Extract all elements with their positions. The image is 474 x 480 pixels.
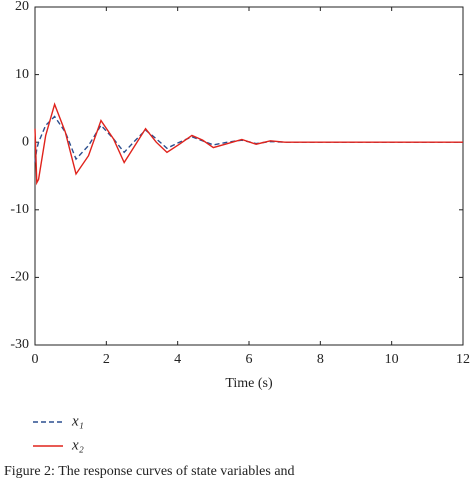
x-axis-label: Time (s) (225, 376, 273, 391)
x-tick-label: 8 (317, 352, 324, 367)
x-tick-label: 4 (174, 352, 181, 367)
caption: Figure 2: The response curves of state v… (4, 464, 295, 479)
y-tick-label: 10 (15, 67, 29, 82)
legend-text: x₂ (71, 437, 84, 453)
y-tick-label: 0 (22, 134, 29, 149)
x-tick-label: 12 (456, 352, 470, 367)
series-line (34, 102, 463, 186)
series-line (34, 115, 463, 163)
x-tick-label: 10 (385, 352, 399, 367)
y-tick-label: -20 (10, 270, 29, 285)
y-tick-label: 20 (15, 0, 29, 14)
x-tick-label: 2 (103, 352, 110, 367)
legend-text: x₁ (71, 413, 84, 429)
x-tick-label: 0 (32, 352, 39, 367)
plot-frame (34, 6, 464, 346)
y-tick-label: -30 (10, 337, 29, 352)
x-tick-label: 6 (246, 352, 253, 367)
y-tick-label: -10 (10, 202, 29, 217)
